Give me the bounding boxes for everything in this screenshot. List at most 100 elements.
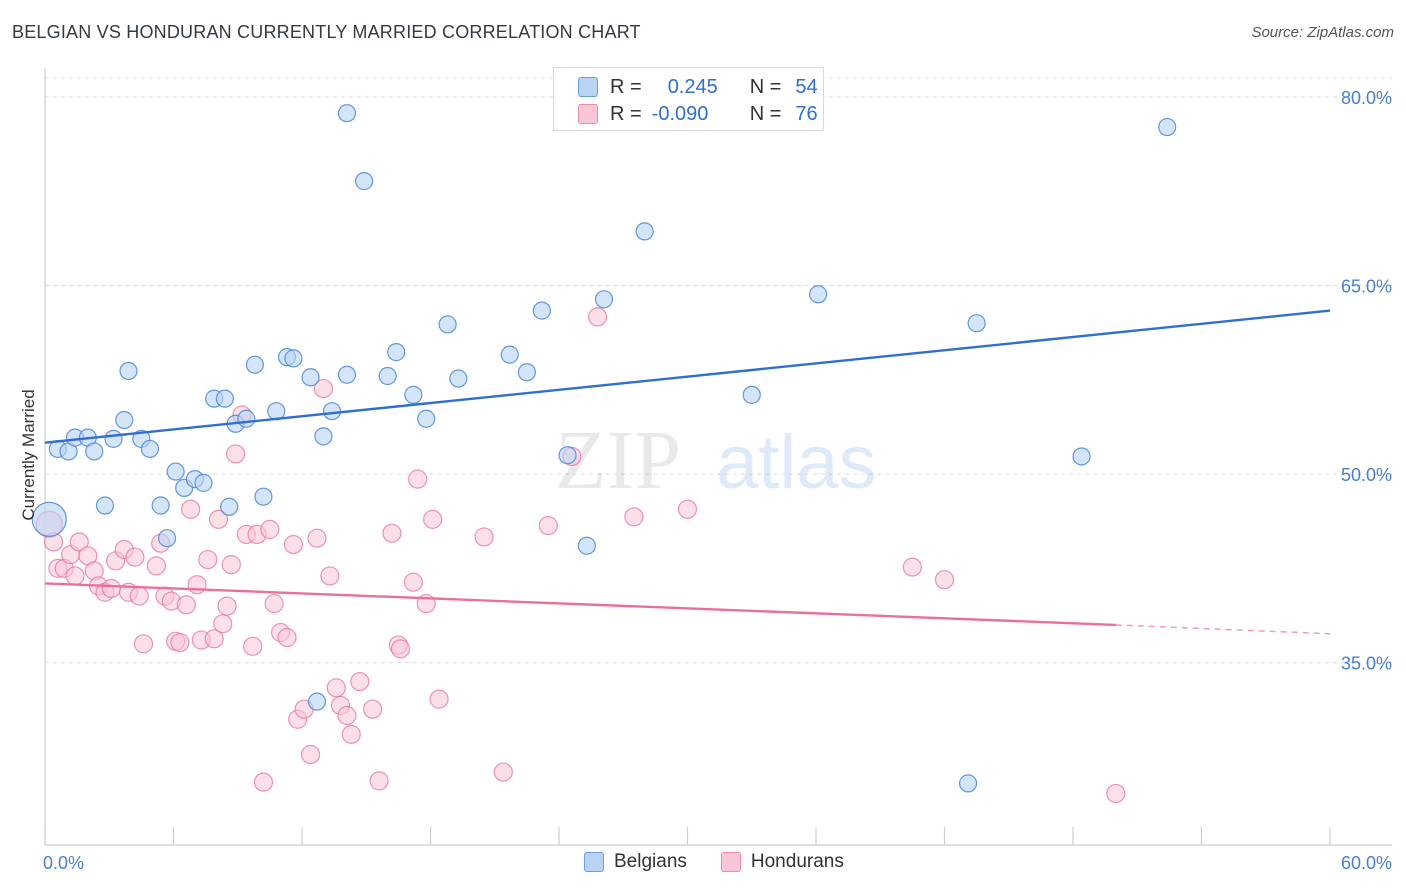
axes: [44, 68, 1392, 846]
legend-item-belgians[interactable]: Belgians: [584, 851, 687, 873]
hondurans-swatch: [578, 104, 598, 124]
belgian-point: [809, 285, 828, 304]
legend-row-belgians: R = 0.245 N = 54: [578, 74, 818, 100]
source-credit: Source: ZipAtlas.com: [1251, 24, 1394, 41]
honduran-point: [170, 632, 190, 653]
honduran-point: [350, 671, 370, 692]
belgian-point: [215, 389, 234, 408]
belgian-point: [254, 487, 273, 506]
belgian-point: [958, 774, 978, 793]
belgian-point: [558, 446, 577, 465]
honduran-point: [133, 634, 154, 654]
y-tick-label: 65.0%: [1341, 276, 1392, 296]
y-tick-label: 35.0%: [1341, 654, 1392, 674]
honduran-point: [423, 509, 443, 529]
belgian-point: [115, 410, 134, 430]
honduran-point: [181, 499, 201, 519]
tick-labels: 35.0% 50.0% 65.0% 80.0% 0.0% 60.0%: [43, 88, 1392, 873]
honduran-point: [363, 699, 383, 719]
honduran-point: [587, 307, 608, 327]
trend-lines: [44, 309, 1331, 635]
x-tick-label: 60.0%: [1341, 853, 1392, 873]
honduran-point: [390, 639, 411, 659]
belgian-point: [119, 361, 138, 381]
honduran-point: [283, 534, 304, 555]
grid-lines: [45, 77, 1392, 664]
honduran-point: [300, 744, 321, 765]
honduran-point: [429, 689, 449, 709]
honduran-point: [382, 523, 402, 543]
belgian-point: [438, 315, 457, 334]
y-tick-label: 80.0%: [1341, 88, 1392, 108]
belgian-point: [635, 222, 654, 241]
honduran-point: [129, 586, 149, 606]
belgian-point: [594, 290, 614, 309]
belgian-point: [449, 369, 468, 388]
belgian-point: [314, 427, 333, 446]
honduran-point: [403, 572, 423, 592]
honduran-point: [474, 527, 494, 547]
legend-n-label: N =: [749, 102, 782, 125]
belgian-point: [157, 529, 177, 548]
honduran-point: [313, 378, 334, 399]
honduran-point: [493, 762, 513, 782]
legend-r-value: 0.245: [667, 75, 718, 98]
legend-n-value: 76: [795, 102, 818, 125]
belgians-swatch: [584, 852, 604, 872]
belgian-point: [140, 439, 160, 459]
belgian-point: [337, 104, 357, 123]
honduran-point: [221, 555, 241, 575]
honduran-point: [101, 578, 121, 599]
belgian-point: [532, 301, 551, 320]
honduran-point: [320, 566, 340, 586]
honduran-point: [624, 507, 644, 527]
hondurans-points: [35, 307, 1126, 804]
legend-item-hondurans[interactable]: Hondurans: [720, 851, 844, 873]
belgian-point: [355, 172, 374, 191]
belgian-point: [301, 368, 320, 387]
belgian-point: [151, 496, 170, 515]
watermark-atlas: atlas: [716, 420, 877, 505]
hondurans-swatch: [720, 852, 741, 872]
honduran-point: [902, 557, 922, 577]
belgian-point: [500, 345, 519, 364]
honduran-point: [538, 516, 558, 536]
legend-r-label: R =: [610, 75, 642, 98]
belgian-point: [166, 462, 185, 481]
belgian-point: [307, 692, 327, 711]
belgian-point: [220, 497, 239, 516]
honduran-point: [260, 519, 280, 539]
honduran-point: [307, 528, 327, 548]
honduran-point: [253, 772, 274, 792]
honduran-point: [264, 593, 284, 614]
y-axis-label: Currently Married: [19, 389, 38, 520]
belgian-point: [517, 363, 536, 382]
belgian-point: [95, 496, 115, 515]
belgian-point: [31, 501, 67, 537]
y-tick-label: 50.0%: [1341, 465, 1392, 485]
belgian-point: [1072, 447, 1091, 466]
hondurans-trend-line: [44, 582, 1116, 627]
belgian-point: [237, 409, 256, 428]
honduran-point: [146, 556, 166, 576]
honduran-point: [125, 547, 145, 567]
honduran-point: [176, 595, 196, 615]
chart-title: BELGIAN VS HONDURAN CURRENTLY MARRIED CO…: [12, 22, 641, 42]
belgian-point: [967, 314, 986, 333]
honduran-point: [69, 532, 89, 552]
belgian-point: [322, 402, 342, 421]
hondurans-trend-extension: [1115, 624, 1331, 635]
belgian-point: [742, 385, 761, 404]
belgian-point: [404, 385, 423, 404]
honduran-point: [208, 509, 229, 529]
honduran-point: [341, 724, 361, 744]
honduran-point: [243, 636, 263, 656]
honduran-point: [677, 499, 698, 519]
belgian-point: [387, 343, 406, 362]
honduran-point: [213, 614, 233, 634]
belgian-point: [194, 473, 213, 492]
x-tick-label: 0.0%: [43, 853, 84, 873]
watermark: ZIP atlas: [555, 414, 877, 507]
belgian-point: [284, 349, 303, 368]
